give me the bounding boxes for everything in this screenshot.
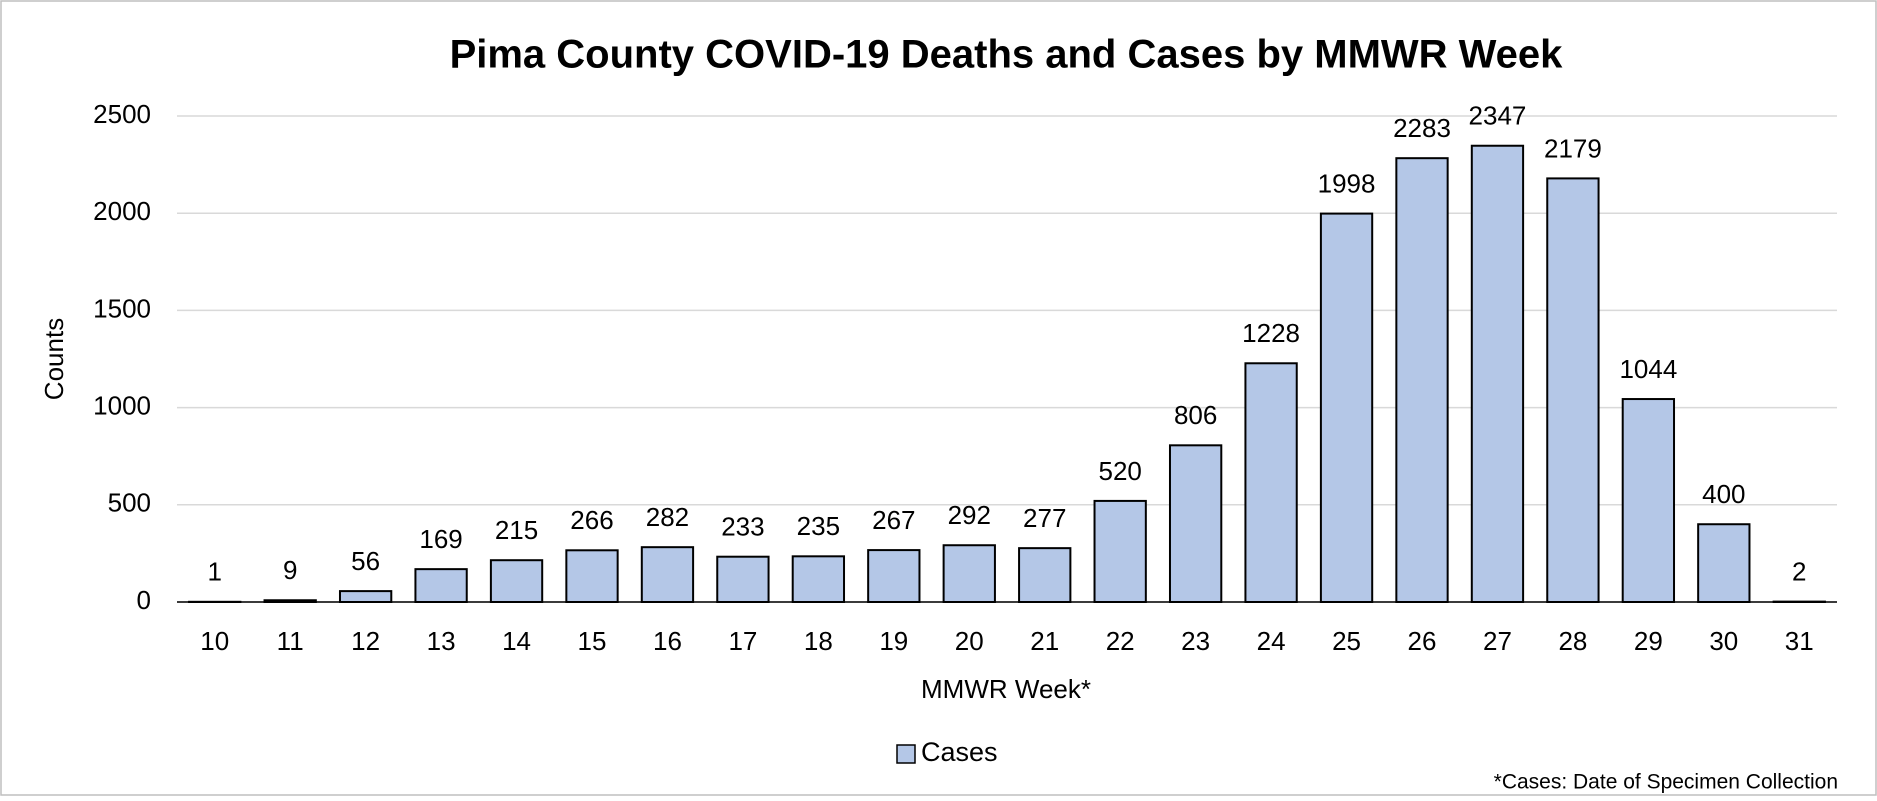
data-label: 1 xyxy=(207,557,221,587)
bar xyxy=(1245,363,1296,602)
bar xyxy=(793,556,844,602)
data-label: 2347 xyxy=(1469,101,1527,131)
data-label: 169 xyxy=(419,524,462,554)
bar xyxy=(566,550,617,602)
y-tick-label: 2000 xyxy=(93,196,151,226)
data-label: 266 xyxy=(570,505,613,535)
bar xyxy=(868,550,919,602)
x-tick-label: 25 xyxy=(1332,626,1361,656)
data-label: 235 xyxy=(797,511,840,541)
x-tick-label: 19 xyxy=(879,626,908,656)
x-tick-label: 29 xyxy=(1634,626,1663,656)
x-tick-label: 24 xyxy=(1257,626,1286,656)
data-label: 277 xyxy=(1023,503,1066,533)
x-tick-label: 23 xyxy=(1181,626,1210,656)
x-tick-label: 10 xyxy=(200,626,229,656)
data-label: 9 xyxy=(283,555,297,585)
y-tick-label: 2500 xyxy=(93,99,151,129)
bar xyxy=(1095,501,1146,602)
data-label: 267 xyxy=(872,505,915,535)
data-label: 2179 xyxy=(1544,133,1602,163)
data-label: 56 xyxy=(351,546,380,576)
x-tick-label: 15 xyxy=(578,626,607,656)
bar xyxy=(415,569,466,602)
bar xyxy=(717,557,768,602)
x-tick-label: 27 xyxy=(1483,626,1512,656)
data-label: 292 xyxy=(948,500,991,530)
x-tick-label: 12 xyxy=(351,626,380,656)
data-label: 1998 xyxy=(1318,168,1376,198)
x-tick-label: 16 xyxy=(653,626,682,656)
x-axis-label: MMWR Week* xyxy=(921,674,1091,704)
bar xyxy=(642,547,693,602)
x-tick-label: 17 xyxy=(728,626,757,656)
bar xyxy=(1019,548,1070,602)
data-label: 2 xyxy=(1792,556,1806,586)
x-tick-label: 30 xyxy=(1709,626,1738,656)
x-tick-label: 14 xyxy=(502,626,531,656)
data-label: 282 xyxy=(646,502,689,532)
y-tick-label: 500 xyxy=(108,488,151,518)
data-label: 215 xyxy=(495,515,538,545)
data-label: 1044 xyxy=(1619,354,1677,384)
x-tick-label: 11 xyxy=(277,626,304,656)
legend-swatch xyxy=(897,745,915,763)
data-label: 520 xyxy=(1098,456,1141,486)
annotation: *Cases: Date of Specimen Collection xyxy=(1494,771,1838,794)
x-tick-label: 20 xyxy=(955,626,984,656)
bar xyxy=(944,545,995,602)
data-label: 2283 xyxy=(1393,113,1451,143)
x-tick-label: 22 xyxy=(1106,626,1135,656)
bar xyxy=(1623,399,1674,602)
bar xyxy=(1396,158,1447,602)
y-axis-label: Counts xyxy=(39,318,69,400)
bar xyxy=(1170,445,1221,602)
y-tick-label: 0 xyxy=(137,585,151,615)
y-tick-label: 1500 xyxy=(93,293,151,323)
data-label: 233 xyxy=(721,512,764,542)
bar xyxy=(1547,178,1598,602)
data-label: 1228 xyxy=(1242,318,1300,348)
data-label: 806 xyxy=(1174,400,1217,430)
bar xyxy=(1321,214,1372,602)
y-tick-label: 1000 xyxy=(93,390,151,420)
chart-title: Pima County COVID-19 Deaths and Cases by… xyxy=(450,33,1564,77)
bar xyxy=(491,560,542,602)
bar xyxy=(265,600,316,602)
bar xyxy=(340,591,391,602)
x-tick-label: 28 xyxy=(1558,626,1587,656)
legend-label: Cases xyxy=(921,737,998,767)
x-tick-label: 13 xyxy=(427,626,456,656)
bar xyxy=(1472,146,1523,602)
x-tick-label: 31 xyxy=(1785,626,1814,656)
x-tick-label: 26 xyxy=(1408,626,1437,656)
x-tick-label: 18 xyxy=(804,626,833,656)
data-label: 400 xyxy=(1702,479,1745,509)
bar xyxy=(1698,524,1749,602)
x-tick-label: 21 xyxy=(1030,626,1059,656)
